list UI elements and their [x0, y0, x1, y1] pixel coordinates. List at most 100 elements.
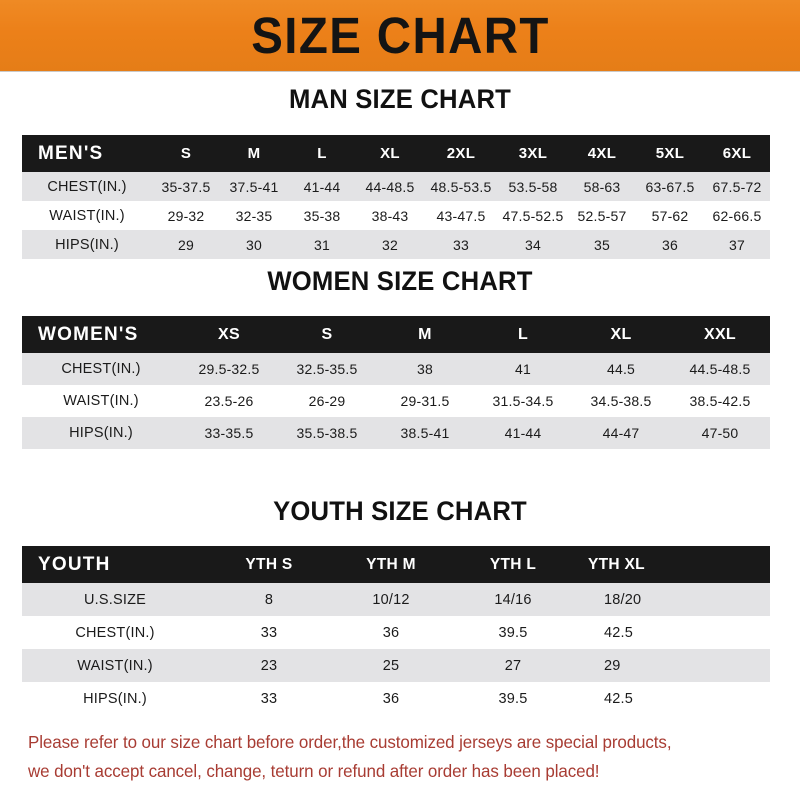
women-section-title: WOMEN SIZE CHART — [267, 266, 533, 296]
men-size-table: MEN'S S M L XL 2XL 3XL 4XL 5XL 6XL CHEST… — [22, 135, 770, 259]
table-header-row: MEN'S S M L XL 2XL 3XL 4XL 5XL 6XL — [22, 135, 770, 172]
row-label: CHEST(IN.) — [61, 361, 141, 377]
table-cell: 29-31.5 — [400, 393, 450, 409]
youth-col-header: YTH XL — [588, 555, 645, 573]
table-cell: 35-38 — [303, 207, 341, 224]
table-row: WAIST(IN.) 23 25 27 29 — [22, 649, 770, 682]
table-cell: 62-66.5 — [712, 207, 762, 224]
table-cell: 29-32 — [167, 207, 205, 224]
table-cell: 44-47 — [602, 425, 640, 441]
men-col-header: 5XL — [655, 145, 685, 162]
table-cell: 23.5-26 — [204, 393, 254, 409]
table-cell: 37 — [729, 236, 745, 253]
table-cell: 63-67.5 — [645, 178, 695, 195]
youth-table-header: YOUTH YTH S YTH M YTH L YTH XL — [22, 546, 770, 583]
table-cell: 37.5-41 — [229, 178, 279, 195]
table-cell: 38.5-41 — [400, 425, 450, 441]
women-size-table: WOMEN'S XS S M L XL XXL CHEST(IN.) 29.5-… — [22, 316, 770, 449]
women-col-header: XXL — [703, 325, 737, 343]
youth-section-title: YOUTH SIZE CHART — [273, 496, 527, 526]
table-cell: 36 — [382, 624, 400, 641]
table-cell: 33 — [453, 236, 469, 253]
youth-col-header: YTH L — [489, 555, 537, 573]
table-cell: 41-44 — [504, 425, 542, 441]
table-row: CHEST(IN.) 29.5-32.5 32.5-35.5 38 41 44.… — [22, 353, 770, 385]
table-cell: 58-63 — [583, 178, 621, 195]
table-cell: 34.5-38.5 — [590, 393, 652, 409]
table-cell: 57-62 — [651, 207, 689, 224]
men-col-header: M — [247, 145, 261, 162]
table-cell: 39.5 — [498, 624, 528, 641]
table-header-row: YOUTH YTH S YTH M YTH L YTH XL — [22, 546, 770, 583]
youth-corner-label: YOUTH — [38, 553, 111, 575]
table-cell: 47.5-52.5 — [502, 207, 564, 224]
men-table-body: CHEST(IN.) 35-37.5 37.5-41 41-44 44-48.5… — [22, 172, 770, 259]
row-label: HIPS(IN.) — [83, 690, 147, 707]
table-cell: 44.5-48.5 — [689, 361, 751, 377]
men-col-header: S — [180, 145, 192, 162]
table-cell: 53.5-58 — [508, 178, 558, 195]
table-cell: 52.5-57 — [577, 207, 627, 224]
page-title: SIZE CHART — [250, 7, 550, 64]
women-col-header: M — [418, 325, 432, 343]
table-cell: 35.5-38.5 — [296, 425, 358, 441]
table-cell: 34 — [525, 236, 541, 253]
table-cell: 8 — [264, 591, 274, 608]
men-table-header: MEN'S S M L XL 2XL 3XL 4XL 5XL 6XL — [22, 135, 770, 172]
women-col-header: XS — [218, 325, 240, 343]
table-cell: 42.5 — [604, 690, 634, 707]
table-cell: 30 — [246, 236, 262, 253]
table-cell: 67.5-72 — [712, 178, 762, 195]
table-cell: 38-43 — [371, 207, 409, 224]
men-col-header: 3XL — [518, 145, 548, 162]
women-col-header: S — [321, 325, 333, 343]
table-cell: 26-29 — [308, 393, 346, 409]
row-label: HIPS(IN.) — [69, 425, 133, 441]
men-corner-label: MEN'S — [38, 142, 104, 164]
table-cell: 33-35.5 — [204, 425, 254, 441]
order-policy-note: Please refer to our size chart before or… — [28, 728, 757, 786]
table-cell: 33 — [260, 624, 278, 641]
table-cell: 31.5-34.5 — [492, 393, 554, 409]
table-row: U.S.SIZE 8 10/12 14/16 18/20 — [22, 583, 770, 616]
women-table-body: CHEST(IN.) 29.5-32.5 32.5-35.5 38 41 44.… — [22, 353, 770, 449]
table-cell: 38 — [417, 361, 433, 377]
row-label: WAIST(IN.) — [49, 207, 125, 224]
row-label: HIPS(IN.) — [55, 236, 119, 253]
table-cell: 14/16 — [494, 591, 532, 608]
row-label: CHEST(IN.) — [47, 178, 127, 195]
women-corner-label: WOMEN'S — [38, 323, 139, 345]
table-header-row: WOMEN'S XS S M L XL XXL — [22, 316, 770, 353]
table-cell: 41 — [515, 361, 531, 377]
table-cell: 29 — [178, 236, 194, 253]
women-col-header: XL — [610, 325, 632, 343]
table-cell: 35-37.5 — [161, 178, 211, 195]
table-cell: 10/12 — [372, 591, 410, 608]
men-col-header: 4XL — [587, 145, 617, 162]
table-cell: 18/20 — [604, 591, 642, 608]
table-cell: 44.5 — [606, 361, 636, 377]
table-cell: 39.5 — [498, 690, 528, 707]
women-col-header: L — [517, 325, 529, 343]
table-row: CHEST(IN.) 33 36 39.5 42.5 — [22, 616, 770, 649]
table-cell: 44-48.5 — [365, 178, 415, 195]
table-cell: 42.5 — [604, 624, 634, 641]
table-cell: 32-35 — [235, 207, 273, 224]
men-col-header: 2XL — [446, 145, 476, 162]
page-banner: SIZE CHART — [0, 0, 800, 72]
order-policy-note-line-1: Please refer to our size chart before or… — [28, 732, 672, 752]
table-cell: 29.5-32.5 — [198, 361, 260, 377]
men-col-header: L — [317, 145, 327, 162]
table-cell: 36 — [662, 236, 678, 253]
youth-size-table: YOUTH YTH S YTH M YTH L YTH XL U.S.SIZE … — [22, 546, 770, 715]
order-policy-note-line-2: we don't accept cancel, change, teturn o… — [28, 761, 600, 781]
table-cell: 38.5-42.5 — [689, 393, 751, 409]
table-cell: 27 — [504, 657, 522, 674]
table-cell: 31 — [314, 236, 330, 253]
table-cell: 48.5-53.5 — [430, 178, 492, 195]
table-row: WAIST(IN.) 29-32 32-35 35-38 38-43 43-47… — [22, 201, 770, 230]
men-col-header: XL — [380, 145, 400, 162]
table-row: HIPS(IN.) 33 36 39.5 42.5 — [22, 682, 770, 715]
table-cell: 41-44 — [303, 178, 341, 195]
table-row: CHEST(IN.) 35-37.5 37.5-41 41-44 44-48.5… — [22, 172, 770, 201]
